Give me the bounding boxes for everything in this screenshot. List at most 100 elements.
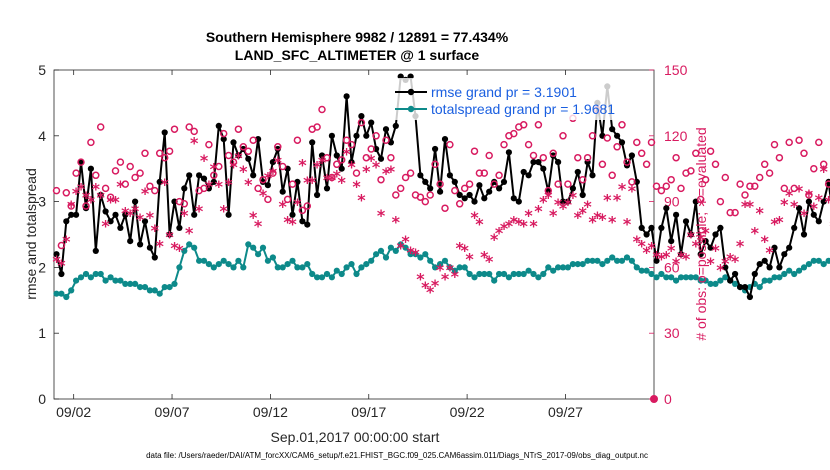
rmse-point [677, 251, 685, 258]
obs-possible-point [800, 149, 808, 158]
totalspread-point [323, 270, 331, 278]
obs-possible-point [726, 208, 734, 217]
x-axis-label: Sep.01,2017 00:00:00 start [271, 429, 440, 445]
obs-possible-point [657, 186, 666, 195]
obs-evaluated-point: * [146, 208, 155, 227]
obs-evaluated-point: * [539, 193, 548, 212]
obs-possible-point [451, 186, 459, 195]
totalspread-point [564, 264, 572, 271]
totalspread-point [530, 270, 537, 278]
totalspread-point [579, 261, 586, 268]
obs-evaluated-point: * [313, 158, 322, 177]
rmse-point [264, 182, 271, 189]
obs-possible-point [662, 182, 671, 190]
totalspread-point [141, 284, 149, 291]
obs-possible-point [549, 149, 557, 158]
obs-evaluated-point: * [357, 190, 366, 209]
obs-evaluated-point: * [431, 276, 440, 295]
rmse-point [68, 211, 75, 218]
totalspread-point [264, 257, 271, 264]
obs-possible-point [544, 186, 553, 195]
totalspread-point [500, 270, 508, 278]
rmse-point [382, 126, 390, 133]
rmse-point [643, 231, 650, 238]
obs-possible-point [121, 180, 130, 188]
obs-evaluated-point: * [352, 177, 361, 196]
obs-evaluated-point: * [652, 247, 661, 266]
totalspread-point [205, 261, 212, 268]
rmse-point [461, 195, 468, 202]
obs-evaluated-point: * [224, 175, 233, 194]
rmse-point [58, 270, 65, 278]
obs-evaluated-point: * [642, 243, 651, 262]
totalspread-point [756, 284, 763, 291]
obs-evaluated-point: * [190, 133, 199, 152]
obs-evaluated-point: * [229, 158, 238, 177]
rmse-point [200, 175, 208, 182]
obs-evaluated-point: * [588, 212, 597, 231]
obs-possible-point [77, 158, 85, 166]
y-axis-label-right: # of obs: o=possible; ∗=evaluated [693, 127, 709, 340]
legend: rmse grand pr = 3.1901 totalspread grand… [393, 78, 653, 120]
totalspread-point [412, 251, 419, 258]
obs-evaluated-point: * [220, 201, 229, 220]
obs-evaluated-point: * [328, 171, 337, 190]
rmse-point [141, 218, 149, 225]
obs-possible-point [667, 175, 675, 184]
obs-evaluated-point: * [647, 239, 656, 258]
obs-evaluated-point: * [751, 223, 760, 242]
obs-possible-point [62, 189, 71, 197]
y-tick-label-left: 1 [38, 325, 46, 341]
obs-possible-point [205, 140, 213, 149]
obs-evaluated-point: * [613, 190, 622, 209]
totalspread-point [196, 257, 203, 264]
obs-evaluated-point: * [544, 188, 553, 207]
obs-evaluated-point: * [608, 212, 617, 231]
obs-evaluated-point: * [239, 162, 248, 181]
totalspread-point [191, 244, 198, 251]
rmse-point [776, 264, 783, 271]
x-tick-label: 09/07 [155, 404, 190, 420]
totalspread-point [161, 284, 168, 291]
obs-evaluated-point: * [283, 212, 292, 231]
plot-area: 09/02 09/07 09/12 09/17 09/22 09/27 0 1 2 3 4 5 0 30 6… [38, 62, 830, 420]
totalspread-point [589, 257, 596, 264]
obs-evaluated-point: * [215, 177, 224, 196]
x-tick-label: 09/27 [548, 404, 583, 420]
obs-possible-point [362, 153, 371, 162]
obs-possible-point [436, 180, 444, 188]
obs-possible-point [244, 147, 253, 155]
obs-evaluated-point: * [490, 230, 499, 249]
rmse-point [614, 132, 621, 139]
legend-rmse-marker [407, 88, 415, 96]
totalspread-point [304, 261, 311, 268]
totalspread-point [520, 270, 527, 278]
totalspread-point [255, 251, 262, 258]
obs-possible-point [278, 162, 287, 171]
obs-possible-point [303, 202, 312, 210]
obs-evaluated-point: * [603, 190, 612, 209]
obs-possible-point [701, 175, 710, 184]
obs-possible-point [283, 195, 292, 204]
obs-evaluated-point: * [815, 190, 824, 209]
rmse-point [486, 188, 493, 195]
y-tick-label-right: 0 [664, 391, 672, 407]
totalspread-point [225, 261, 232, 268]
obs-evaluated-point: * [421, 278, 430, 297]
obs-evaluated-point: * [121, 204, 130, 223]
obs-possible-point [392, 191, 400, 199]
obs-evaluated-point: * [677, 247, 686, 266]
totalspread-point [805, 261, 813, 268]
obs-possible-point [775, 153, 784, 162]
totalspread-point [550, 267, 557, 274]
totalspread-point [766, 277, 773, 284]
obs-evaluated-point: * [318, 153, 327, 172]
obs-evaluated-point: * [244, 175, 253, 194]
obs-possible-point [795, 136, 803, 144]
rmse-point [427, 185, 434, 192]
obs-possible-point [613, 143, 621, 151]
totalspread-point [309, 270, 316, 278]
obs-evaluated-point: * [362, 162, 371, 181]
rmse-point [510, 195, 517, 202]
obs-possible-point [323, 153, 331, 162]
